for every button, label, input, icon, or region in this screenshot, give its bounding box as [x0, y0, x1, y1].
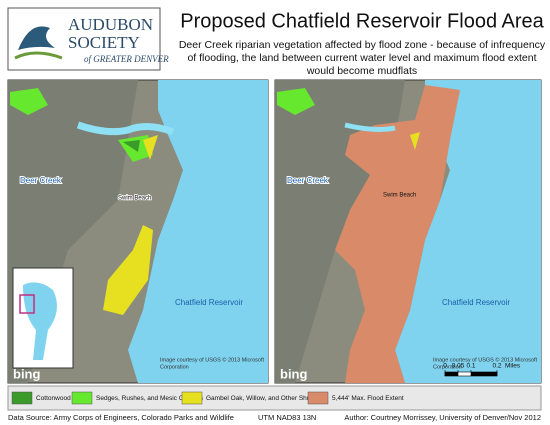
scale-unit: Miles [505, 363, 521, 370]
credit: Image courtesy of USGS © 2013 Microsoft [160, 356, 264, 363]
legend-label: Sedges, Rushes, and Mesic Grasses [96, 395, 204, 402]
legend-swatch [181, 391, 203, 405]
brand: bing [13, 366, 40, 381]
inset-water [23, 282, 57, 360]
logo-text: AUDUBON [68, 15, 153, 34]
scale-bar: 0 0.05 0.1 0.2 Miles [443, 363, 521, 377]
subtitle: Deer Creek riparian vegetation affected … [179, 39, 546, 51]
subtitle: of flooding, the land between current wa… [187, 52, 536, 64]
vegetation [10, 88, 48, 115]
vegetation [143, 135, 158, 160]
creek-channel [344, 122, 396, 132]
label: Swim Beach [383, 193, 416, 199]
vegetation [123, 140, 140, 152]
credit: Image courtesy of USGS © 2013 Microsoft [433, 356, 537, 363]
brand: bing [280, 366, 307, 381]
logo-bird [18, 26, 55, 50]
footer-text: Data Source: Army Corps of Engineers, Co… [8, 413, 234, 422]
logo-text: of GREATER DENVER [84, 54, 169, 64]
credit: Corporation [160, 364, 189, 370]
creek-channel [76, 121, 175, 136]
scale-label: 0.1 [466, 363, 475, 370]
vegetation [277, 88, 315, 115]
footer-text: Author: Courtney Morrissey, University o… [344, 413, 541, 422]
vegetation [103, 225, 153, 315]
title: Proposed Chatfield Reservoir Flood Area [180, 10, 544, 32]
label: Chatfield Reservoir [442, 298, 510, 307]
scale-bar-segment [445, 372, 458, 376]
label: Chatfield Reservoir [175, 298, 243, 307]
legend-swatch [307, 391, 329, 405]
legend-label: 5,444' Max. Flood Extent [332, 395, 404, 402]
inset-frame [19, 294, 35, 314]
reservoir [395, 80, 541, 383]
scale-label: 0 [443, 363, 447, 370]
vegetation [410, 132, 420, 150]
label: Deer Creek [20, 176, 62, 185]
legend: Cottonwood Sedges, Rushes, and Mesic Gras… [11, 391, 404, 405]
legend-box [7, 385, 542, 411]
logo-swoosh [14, 51, 63, 60]
flood-extent [335, 85, 460, 383]
logo-text: SOCIETY [68, 33, 140, 52]
legend-label: Cottonwood [36, 395, 71, 402]
scale-label: 0.2 [492, 363, 501, 370]
reservoir [128, 80, 268, 383]
scale-bar-segment [471, 372, 497, 376]
legend-swatch [71, 391, 93, 405]
label: Swim Beach [118, 196, 151, 202]
label: Deer Creek [287, 176, 329, 185]
left-map: Deer Creek Swim Beach Chatfield Reservoi… [7, 79, 269, 384]
legend-label: Gambel Oak, Willow, and Other Shrub [206, 395, 317, 402]
credit: Corporation [433, 364, 462, 370]
footer-text: UTM NAD83 13N [258, 413, 316, 422]
subtitle: would become mudflats [306, 65, 417, 77]
scale-label: 0.05 [452, 363, 465, 370]
legend-swatch [11, 391, 33, 405]
right-map: Deer Creek Swim Beach Chatfield Reservoi… [274, 79, 542, 384]
